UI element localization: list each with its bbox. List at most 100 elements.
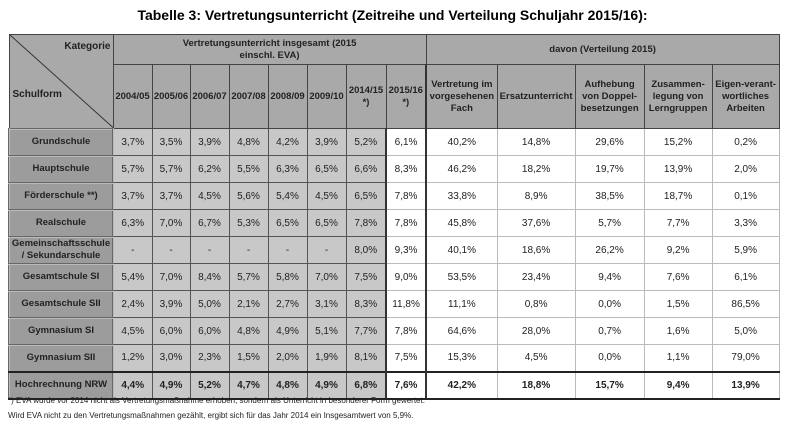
value-cell: 7,6% — [384, 370, 428, 400]
value-cell: 3,7% — [112, 182, 153, 210]
table-row: Realschule 6,3% 7,0% 6,7% 5,3% 6,5% 6,5% 7,8% 7,… — [8, 208, 780, 238]
value-cell: 6,5% — [306, 155, 347, 183]
value-cell: 4,2% — [267, 128, 308, 156]
row-label: Grundschule — [8, 127, 114, 157]
value-cell: 6,6% — [345, 155, 387, 183]
table-row: Hauptschule 5,7% 5,7% 6,2% 5,5% 6,3% 6,5% 6,6% 8… — [8, 154, 780, 184]
value-cell: 7,8% — [345, 209, 387, 237]
table-title: Tabelle 3: Vertretungsunterricht (Zeitre… — [137, 7, 648, 23]
value-cell: 5,5% — [228, 155, 269, 183]
value-cell: - — [151, 236, 191, 264]
value-cell: 7,8% — [384, 182, 428, 210]
value-cell: 6,7% — [189, 209, 230, 237]
row-label: Gymnasium SI — [8, 316, 114, 346]
value-cell: 19,7% — [574, 155, 645, 183]
year-header: 2008/09 — [267, 64, 308, 129]
value-cell: 4,8% — [267, 370, 308, 400]
value-cell: 5,2% — [189, 370, 230, 400]
value-cell: 5,4% — [112, 263, 153, 291]
value-cell: 7,5% — [345, 263, 387, 291]
row-label: Gesamtschule SI — [8, 262, 114, 292]
value-cell: 7,0% — [151, 209, 191, 237]
value-cell: 15,7% — [574, 370, 645, 400]
value-cell: 9,3% — [384, 236, 428, 264]
value-cell: 2,1% — [228, 290, 269, 318]
value-cell: 6,5% — [345, 182, 387, 210]
value-cell: 6,2% — [189, 155, 230, 183]
corner-header: Kategorie Schulform — [8, 34, 114, 129]
year-header: 2006/07 — [189, 64, 230, 129]
value-cell: 40,1% — [425, 236, 498, 264]
row-label: Realschule — [8, 208, 114, 238]
value-cell: 6,3% — [267, 155, 308, 183]
value-cell: 3,7% — [112, 128, 153, 156]
value-cell: 5,9% — [711, 236, 780, 264]
value-cell: 0,2% — [711, 128, 780, 156]
group-header-distribution: davon (Verteilung 2015) — [425, 34, 780, 65]
value-cell: 7,6% — [643, 263, 713, 291]
value-cell: 42,2% — [425, 370, 498, 400]
value-cell: 4,7% — [228, 370, 269, 400]
value-cell: 18,2% — [496, 155, 576, 183]
value-cell: 0,7% — [574, 317, 645, 345]
value-cell: 5,8% — [267, 263, 308, 291]
value-cell: 8,0% — [345, 236, 387, 264]
value-cell: 86,5% — [711, 290, 780, 318]
value-cell: 5,0% — [711, 317, 780, 345]
value-cell: 2,0% — [711, 155, 780, 183]
value-cell: 5,1% — [306, 317, 347, 345]
value-cell: 15,2% — [643, 128, 713, 156]
value-cell: 5,7% — [228, 263, 269, 291]
value-cell: 9,2% — [643, 236, 713, 264]
value-cell: 1,9% — [306, 344, 347, 372]
value-cell: 26,2% — [574, 236, 645, 264]
table-row: Gymnasium SII 1,2% 3,0% 2,3% 1,5% 2,0% 1,9% 8,1… — [8, 343, 780, 373]
value-cell: 1,5% — [228, 344, 269, 372]
value-cell: 5,7% — [574, 209, 645, 237]
value-cell: 15,3% — [425, 344, 498, 372]
value-cell: 4,5% — [496, 344, 576, 372]
value-cell: 6,1% — [711, 263, 780, 291]
value-cell: 6,1% — [384, 128, 428, 156]
value-cell: 46,2% — [425, 155, 498, 183]
year-header: 2005/06 — [151, 64, 191, 129]
distribution-header: Ersatzunterricht — [496, 64, 576, 129]
row-label: Hauptschule — [8, 154, 114, 184]
value-cell: 38,5% — [574, 182, 645, 210]
value-cell: 7,7% — [643, 209, 713, 237]
value-cell: 1,1% — [643, 344, 713, 372]
value-cell: 4,9% — [267, 317, 308, 345]
table-row: Förderschule **) 3,7% 3,7% 4,5% 5,6% 5,4% 4,5%… — [8, 181, 780, 211]
value-cell: 37,6% — [496, 209, 576, 237]
year-header: 2015/16 *) — [385, 64, 428, 129]
distribution-header: Eigen-verant-wortliches Arbeiten — [711, 64, 780, 129]
value-cell: 3,3% — [711, 209, 780, 237]
footnote-1: *) EVA wurde vor 2014 nicht als Vertretu… — [8, 396, 425, 405]
value-cell: 2,3% — [189, 344, 230, 372]
value-cell: 11,1% — [425, 290, 498, 318]
value-cell: 18,6% — [496, 236, 576, 264]
year-header: 2004/05 — [112, 64, 153, 129]
value-cell: 0,8% — [496, 290, 576, 318]
value-cell: 5,6% — [228, 182, 269, 210]
year-header: 2014/15 *) — [345, 64, 387, 129]
value-cell: 8,9% — [496, 182, 576, 210]
value-cell: 7,0% — [306, 263, 347, 291]
value-cell: 6,8% — [345, 370, 387, 400]
value-cell: 2,7% — [267, 290, 308, 318]
value-cell: 9,4% — [643, 370, 713, 400]
value-cell: 5,7% — [112, 155, 153, 183]
value-cell: 18,8% — [496, 370, 576, 400]
value-cell: 7,5% — [384, 344, 428, 372]
row-label: Förderschule **) — [8, 181, 114, 211]
group-header-total: Vertretungsunterricht insgesamt (2015 ei… — [112, 34, 427, 65]
value-cell: 6,0% — [189, 317, 230, 345]
value-cell: 5,3% — [228, 209, 269, 237]
value-cell: - — [228, 236, 269, 264]
year-header: 2009/10 — [306, 64, 347, 129]
distribution-header: Vertretung im vorgesehenen Fach — [425, 64, 498, 129]
value-cell: 18,7% — [643, 182, 713, 210]
value-cell: 3,5% — [151, 128, 191, 156]
value-cell: - — [189, 236, 230, 264]
value-cell: 3,0% — [151, 344, 191, 372]
